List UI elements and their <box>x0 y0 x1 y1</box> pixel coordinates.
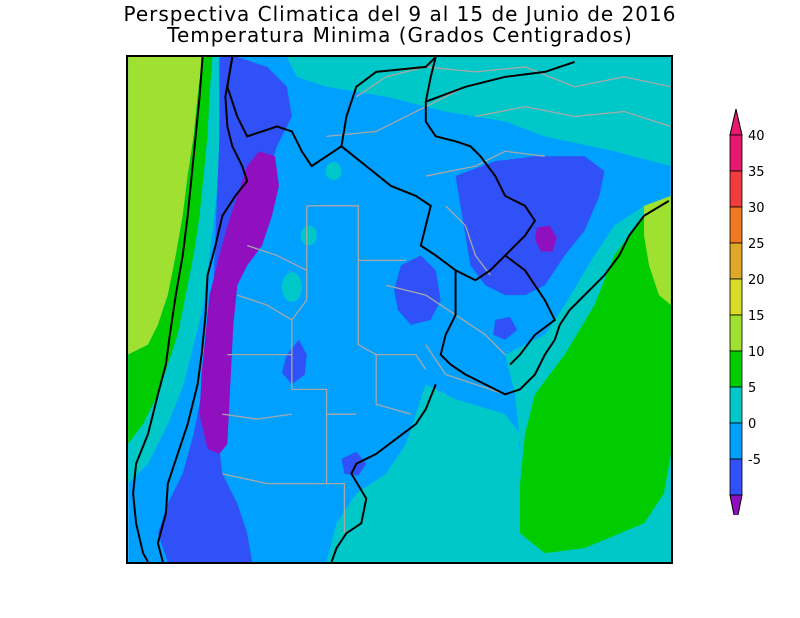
cyan-patch-2 <box>300 225 317 246</box>
blue-north-patch <box>455 156 605 296</box>
province-borders <box>222 66 671 534</box>
purple-east-patch <box>534 225 557 252</box>
colorbar-tick-label: 0 <box>748 417 756 432</box>
colorbar-legend: 40 35 30 25 20 15 10 5 0 -5 <box>729 108 765 515</box>
country-outlines <box>132 57 670 562</box>
colorbar-top-arrow <box>729 108 743 136</box>
cyan-north-region <box>286 57 671 167</box>
colorbar-segment <box>729 422 743 460</box>
map-subtitle: Temperatura Minima (Grados Centigrados) <box>167 23 633 47</box>
purple-andes-region <box>199 151 279 454</box>
colorbar-segment <box>729 458 743 496</box>
lightgreen-pacific-region <box>128 57 203 355</box>
colorbar-tick-label: 20 <box>748 273 765 288</box>
colorbar-tick-label: 10 <box>748 345 765 360</box>
colorbar-tick-label: 5 <box>748 381 756 396</box>
blue-small-patch <box>281 339 307 385</box>
colorbar-tick-label: 40 <box>748 129 765 144</box>
blue-center-patch <box>394 255 441 325</box>
colorbar-tick-label: 25 <box>748 237 765 252</box>
lightgreen-east-region <box>644 195 671 306</box>
colorbar-tick-label: 35 <box>748 165 765 180</box>
colorbar-segment <box>729 206 743 244</box>
colorbar-segment <box>729 170 743 208</box>
cyan-ocean-region <box>326 384 521 562</box>
cyan-pacific-region <box>128 57 220 484</box>
colorbar-bottom-arrow <box>729 494 743 515</box>
colorbar-segment <box>729 134 743 172</box>
colorbar-tick-label: 15 <box>748 309 765 324</box>
map-title: Perspectiva Climatica del 9 al 15 de Jun… <box>123 2 677 26</box>
colorbar-segment <box>729 386 743 424</box>
cyan-patch-3 <box>281 272 302 303</box>
colorbar-segment <box>729 350 743 388</box>
colorbar-segment <box>729 278 743 316</box>
blue-small-patch-2 <box>341 451 367 476</box>
colorbar-tick-label: 30 <box>748 201 765 216</box>
colorbar-segment <box>729 314 743 352</box>
temperature-map <box>126 55 673 564</box>
green-pacific-region <box>128 57 213 444</box>
colorbar-tick-label: -5 <box>748 453 761 468</box>
colorbar-segment <box>729 242 743 280</box>
green-ocean-region <box>520 205 671 554</box>
cyan-patch <box>325 162 342 181</box>
blue-small-patch-3 <box>493 316 518 340</box>
